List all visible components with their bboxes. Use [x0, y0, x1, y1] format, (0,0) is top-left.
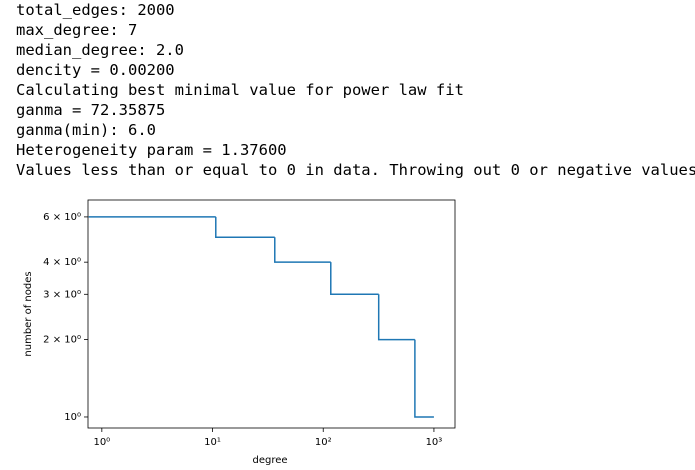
step-segment: [274, 237, 331, 263]
plot-frame: [87, 199, 456, 429]
y-axis-label: number of nodes: [23, 271, 34, 356]
y-tick-label: 4 × 10⁰: [43, 257, 81, 268]
y-tick-label: 3 × 10⁰: [43, 289, 81, 300]
x-tick-label: 10²: [315, 437, 332, 448]
step-segment: [330, 262, 379, 296]
output-line: total_edges: 2000: [16, 1, 175, 19]
output-line: max_degree: 7: [16, 21, 138, 39]
y-tick-label: 6 × 10⁰: [43, 212, 81, 223]
step-segment: [215, 216, 275, 239]
output-line: Values less than or equal to 0 in data. …: [16, 161, 695, 179]
output-line: ganma(min): 6.0: [16, 121, 156, 139]
x-axis-label: degree: [252, 455, 287, 466]
step-segment: [377, 294, 415, 341]
output-line: Calculating best minimal value for power…: [16, 81, 464, 99]
y-tick-label: 10⁰: [64, 412, 81, 423]
y-tick-label: 2 × 10⁰: [43, 335, 81, 346]
x-tick-label: 10⁰: [93, 437, 110, 448]
x-tick-label: 10³: [426, 437, 443, 448]
step-segment: [414, 339, 434, 418]
text-output: total_edges: 2000 max_degree: 7 median_deg…: [16, 0, 695, 180]
x-tick-label: 10¹: [204, 437, 221, 448]
output-line: dencity = 0.00200: [16, 61, 175, 79]
output-line: ganma = 72.35875: [16, 101, 166, 119]
output-line: median_degree: 2.0: [16, 41, 184, 59]
output-line: Heterogeneity param = 1.37600: [16, 141, 287, 159]
